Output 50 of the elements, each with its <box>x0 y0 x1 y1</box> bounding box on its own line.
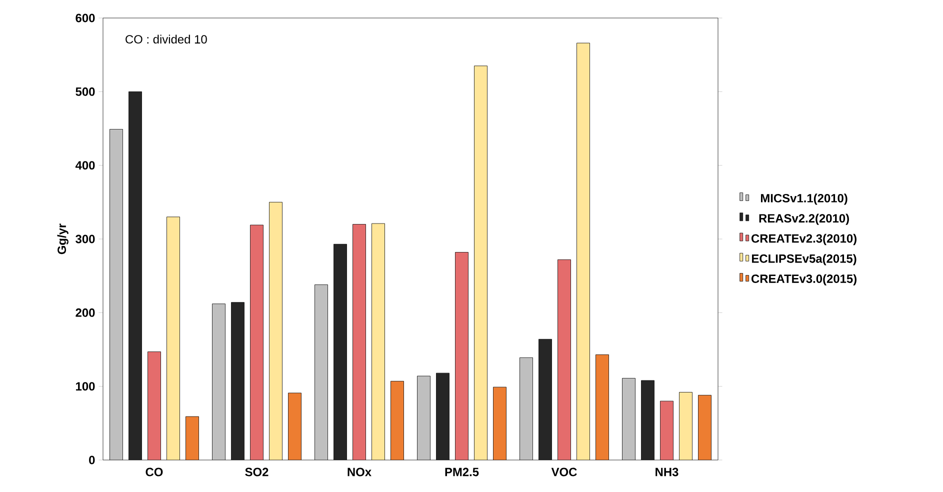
bar <box>641 380 654 460</box>
bar <box>334 244 347 460</box>
y-tick-label: 0 <box>89 456 95 464</box>
x-tick-label: SO2 <box>245 468 268 476</box>
y-tick-label: 100 <box>76 382 95 391</box>
y-tick-label: 500 <box>76 87 95 96</box>
y-tick-label: 400 <box>75 161 95 170</box>
bar <box>288 392 302 460</box>
bar <box>128 91 142 460</box>
x-tick-label: NOx <box>348 468 372 476</box>
bar <box>314 284 328 460</box>
bar <box>269 202 282 460</box>
x-tick-label: CO <box>146 468 163 476</box>
bar <box>166 216 180 460</box>
bar <box>186 416 199 460</box>
legend-label: CREATEv3.0(2015) <box>751 274 856 286</box>
x-tick-label: VOC <box>551 468 577 476</box>
bar <box>558 259 571 460</box>
annotation: CO : divided 10 <box>126 34 207 44</box>
bar <box>622 378 636 460</box>
y-tick-label: 600 <box>76 14 95 22</box>
bar <box>110 129 123 460</box>
y-tick-label: 200 <box>76 308 95 317</box>
bar <box>212 304 226 460</box>
bar <box>390 380 404 460</box>
bar <box>576 42 590 460</box>
bar <box>436 372 450 460</box>
bar <box>520 357 533 460</box>
bar <box>372 223 385 460</box>
legend-label: ECLIPSEv5a(2015) <box>752 254 856 266</box>
bar <box>538 338 552 460</box>
bar <box>493 386 506 460</box>
x-tick-label: NH3 <box>656 468 678 476</box>
bar <box>455 252 468 460</box>
bar <box>698 394 712 460</box>
bar <box>679 392 692 460</box>
legend-label: CREATEv2.3(2010) <box>751 234 856 246</box>
legend-label: MICSv1.1(2010) <box>760 194 848 205</box>
bar <box>417 376 430 460</box>
y-axis-title: Gg/yr <box>57 224 68 254</box>
bar <box>596 354 609 460</box>
x-tick-label: PM2.5 <box>445 468 479 476</box>
bar <box>660 400 674 460</box>
bar <box>231 302 244 460</box>
legend-label: REASv2.2(2010) <box>759 214 849 225</box>
bar <box>250 224 264 460</box>
bar <box>352 224 366 460</box>
y-tick-label: 300 <box>76 234 95 244</box>
bar <box>148 352 161 460</box>
bar <box>474 66 488 460</box>
